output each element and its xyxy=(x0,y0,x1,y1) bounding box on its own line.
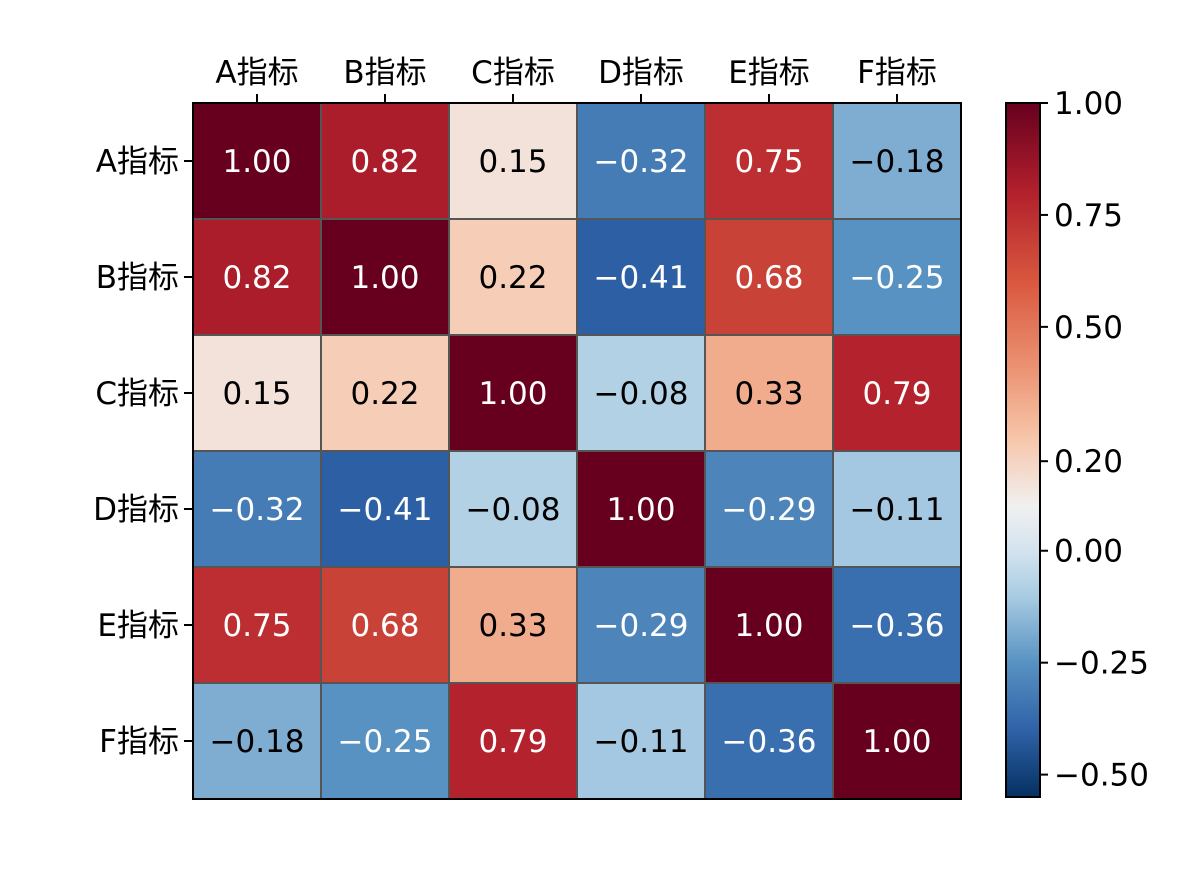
cell-value-label-1-1: 1.00 xyxy=(350,260,419,296)
cell-value-label-2-1: 0.22 xyxy=(350,376,419,412)
cell-value-label-0-5: −0.18 xyxy=(850,144,945,180)
heatmap-cell-4-0 xyxy=(192,566,322,684)
cell-value-label-1-2: 0.22 xyxy=(478,260,547,296)
x-tick-label-0: A指标 xyxy=(215,55,298,91)
cell-value-label-0-4: 0.75 xyxy=(734,144,803,180)
cell-value-label-3-1: −0.41 xyxy=(338,492,433,528)
cell-value-label-5-0: −0.18 xyxy=(210,724,305,760)
cell-value-label-0-3: −0.32 xyxy=(594,144,689,180)
cell-value-label-5-1: −0.25 xyxy=(338,724,433,760)
heatmap-frame xyxy=(192,102,962,800)
cell-value-label-2-4: 0.33 xyxy=(734,376,803,412)
cell-value-label-4-1: 0.68 xyxy=(350,608,419,644)
cell-value-label-3-4: −0.29 xyxy=(722,492,817,528)
cell-value-label-5-2: 0.79 xyxy=(478,724,547,760)
cell-value-label-3-2: −0.08 xyxy=(466,492,561,528)
colorbar-tick-label-1: 0.75 xyxy=(1054,198,1123,234)
colorbar: 1.00 0.75 0.50 0.20 0.00 −0.25 −0.50 xyxy=(1005,86,1149,798)
cell-value-label-4-3: −0.29 xyxy=(594,608,689,644)
cell-value-label-2-2: 1.00 xyxy=(478,376,547,412)
heatmap-cell-2-3 xyxy=(576,334,706,452)
y-tick-label-5: F指标 xyxy=(99,724,179,760)
cell-value-label-1-3: −0.41 xyxy=(594,260,689,296)
x-tick-label-1: B指标 xyxy=(343,55,426,91)
heatmap-cell-0-5 xyxy=(832,102,962,220)
heatmap-cell-4-2 xyxy=(448,566,578,684)
y-tick-label-0: A指标 xyxy=(96,144,179,180)
cell-value-label-3-3: 1.00 xyxy=(606,492,675,528)
colorbar-tick-label-0: 1.00 xyxy=(1054,86,1123,122)
colorbar-tick-label-4: 0.00 xyxy=(1054,534,1123,570)
cell-value-label-3-5: −0.11 xyxy=(850,492,945,528)
heatmap-cell-1-5 xyxy=(832,218,962,336)
cell-value-label-1-0: 0.82 xyxy=(222,260,291,296)
heatmap-cell-3-1 xyxy=(320,450,450,568)
y-tick-label-2: C指标 xyxy=(95,376,179,412)
heatmap-cell-1-3 xyxy=(576,218,706,336)
heatmap-cell-0-1 xyxy=(320,102,450,220)
heatmap-cell-3-2 xyxy=(448,450,578,568)
heatmap-cell-4-3 xyxy=(576,566,706,684)
cell-value-label-5-3: −0.11 xyxy=(594,724,689,760)
colorbar-tick-label-5: −0.25 xyxy=(1054,646,1149,682)
heatmap-cell-2-4 xyxy=(704,334,834,452)
cell-value-label-1-5: −0.25 xyxy=(850,260,945,296)
cell-value-label-4-2: 0.33 xyxy=(478,608,547,644)
x-tick-label-3: D指标 xyxy=(598,55,684,91)
heatmap-cell-3-4 xyxy=(704,450,834,568)
colorbar-tick-label-3: 0.20 xyxy=(1054,444,1123,480)
cell-value-label-5-5: 1.00 xyxy=(862,724,931,760)
heatmap-cell-4-4 xyxy=(704,566,834,684)
cell-value-label-4-5: −0.36 xyxy=(850,608,945,644)
heatmap-grid: 1.00 0.82 0.15 −0.32 0.75 −0.18 0.82 1.00 0.22 −0… xyxy=(192,102,962,800)
cell-value-label-4-4: 1.00 xyxy=(734,608,803,644)
cell-value-label-2-5: 0.79 xyxy=(862,376,931,412)
cell-value-label-4-0: 0.75 xyxy=(222,608,291,644)
colorbar-tick-label-2: 0.50 xyxy=(1054,310,1123,346)
heatmap-cell-2-5 xyxy=(832,334,962,452)
x-tick-label-5: F指标 xyxy=(857,55,937,91)
x-tick-label-4: E指标 xyxy=(728,55,810,91)
colorbar-tick-label-6: −0.50 xyxy=(1054,758,1149,794)
heatmap-cell-5-0 xyxy=(192,682,322,800)
heatmap-cell-2-1 xyxy=(320,334,450,452)
cell-value-label-2-3: −0.08 xyxy=(594,376,689,412)
cell-value-label-0-1: 0.82 xyxy=(350,144,419,180)
cell-value-label-1-4: 0.68 xyxy=(734,260,803,296)
y-tick-label-4: E指标 xyxy=(97,608,179,644)
cell-value-label-2-0: 0.15 xyxy=(222,376,291,412)
heatmap-cell-5-5 xyxy=(832,682,962,800)
heatmap-cell-3-3 xyxy=(576,450,706,568)
cell-value-label-0-2: 0.15 xyxy=(478,144,547,180)
y-tick-label-1: B指标 xyxy=(96,260,179,296)
x-tick-label-2: C指标 xyxy=(471,55,555,91)
colorbar-gradient xyxy=(1005,102,1041,798)
y-axis: A指标 B指标 C指标 D指标 E指标 F指标 xyxy=(93,144,193,760)
cell-value-label-5-4: −0.36 xyxy=(722,724,817,760)
y-tick-label-3: D指标 xyxy=(93,492,179,528)
cell-value-label-0-0: 1.00 xyxy=(222,144,291,180)
heatmap-cell-3-0 xyxy=(192,450,322,568)
x-axis: A指标 B指标 C指标 D指标 E指标 F指标 xyxy=(215,55,937,103)
heatmap-cell-1-1 xyxy=(320,218,450,336)
heatmap-cell-0-0 xyxy=(192,102,322,220)
cell-value-label-3-0: −0.32 xyxy=(210,492,305,528)
